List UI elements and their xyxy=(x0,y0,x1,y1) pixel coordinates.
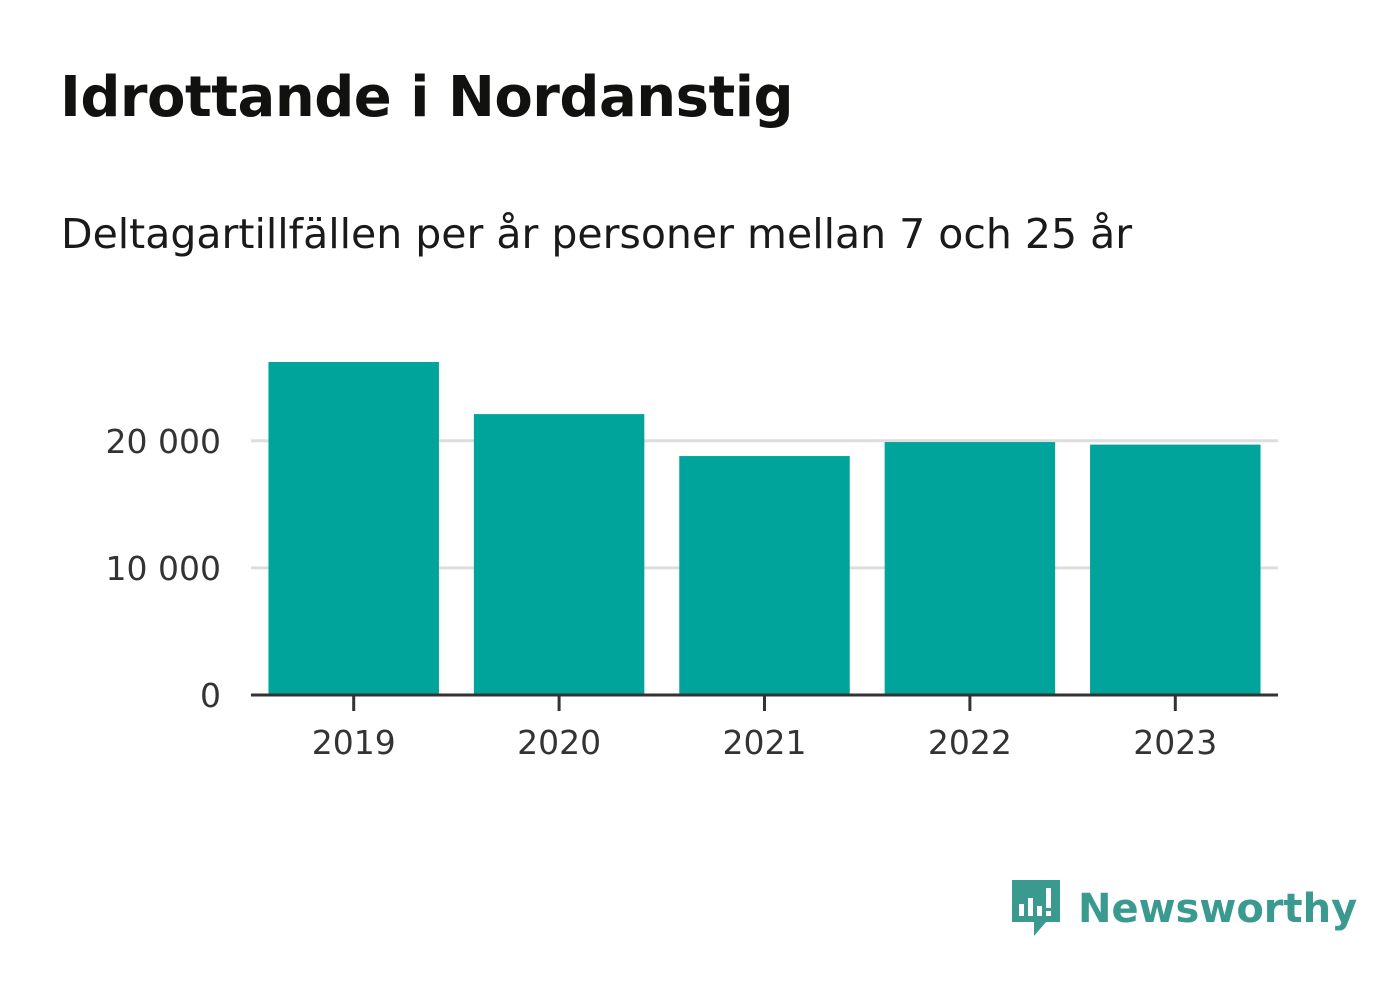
y-tick-label: 20 000 xyxy=(106,422,221,461)
brand-name: Newsworthy xyxy=(1078,886,1358,932)
y-tick-label: 10 000 xyxy=(106,549,221,588)
chart-title: Idrottande i Nordanstig xyxy=(60,65,794,130)
bar xyxy=(679,456,850,695)
y-tick-label: 0 xyxy=(200,676,221,715)
bar xyxy=(1090,444,1261,695)
newsworthy-logo-icon xyxy=(1012,880,1060,936)
x-tick-label: 2022 xyxy=(928,723,1012,762)
bar xyxy=(268,362,439,695)
x-tick-label: 2021 xyxy=(723,723,807,762)
brand-logo: Newsworthy xyxy=(1010,878,1357,940)
x-tick-label: 2023 xyxy=(1133,723,1217,762)
bar xyxy=(473,414,645,695)
x-tick-label: 2020 xyxy=(517,723,601,762)
x-tick-label: 2019 xyxy=(312,723,396,762)
chart-subtitle: Deltagartillfällen per år personer mella… xyxy=(61,210,1133,258)
bar xyxy=(884,442,1056,695)
